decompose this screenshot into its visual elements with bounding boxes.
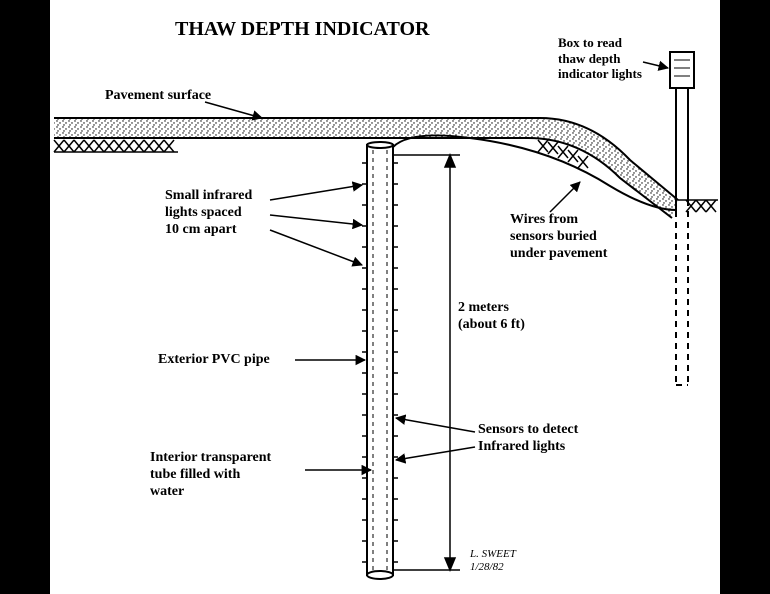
label-tube: Interior transparent tube filled with wa…: [150, 450, 271, 500]
label-box: Box to read thaw depth indicator lights: [558, 35, 642, 82]
diagram-title: THAW DEPTH INDICATOR: [175, 18, 430, 41]
wire: [393, 92, 676, 210]
post: [676, 88, 688, 385]
diagram-canvas: THAW DEPTH INDICATOR Pavement surface Bo…: [50, 0, 720, 594]
label-ir-lights: Small infrared lights spaced 10 cm apart: [165, 188, 252, 238]
label-depth: 2 meters (about 6 ft): [458, 300, 525, 334]
dimension-line: [393, 155, 460, 570]
indicator-box: [670, 52, 694, 88]
label-pvc: Exterior PVC pipe: [158, 352, 270, 369]
label-sensors: Sensors to detect Infrared lights: [478, 422, 578, 456]
signature: L. SWEET 1/28/82: [470, 548, 516, 574]
ground-hatch-right: [678, 200, 718, 212]
pvc-pipe: [367, 142, 393, 579]
ground-hatch-left: [54, 140, 178, 152]
label-pavement: Pavement surface: [105, 88, 211, 105]
label-wires: Wires from sensors buried under pavement: [510, 212, 607, 262]
